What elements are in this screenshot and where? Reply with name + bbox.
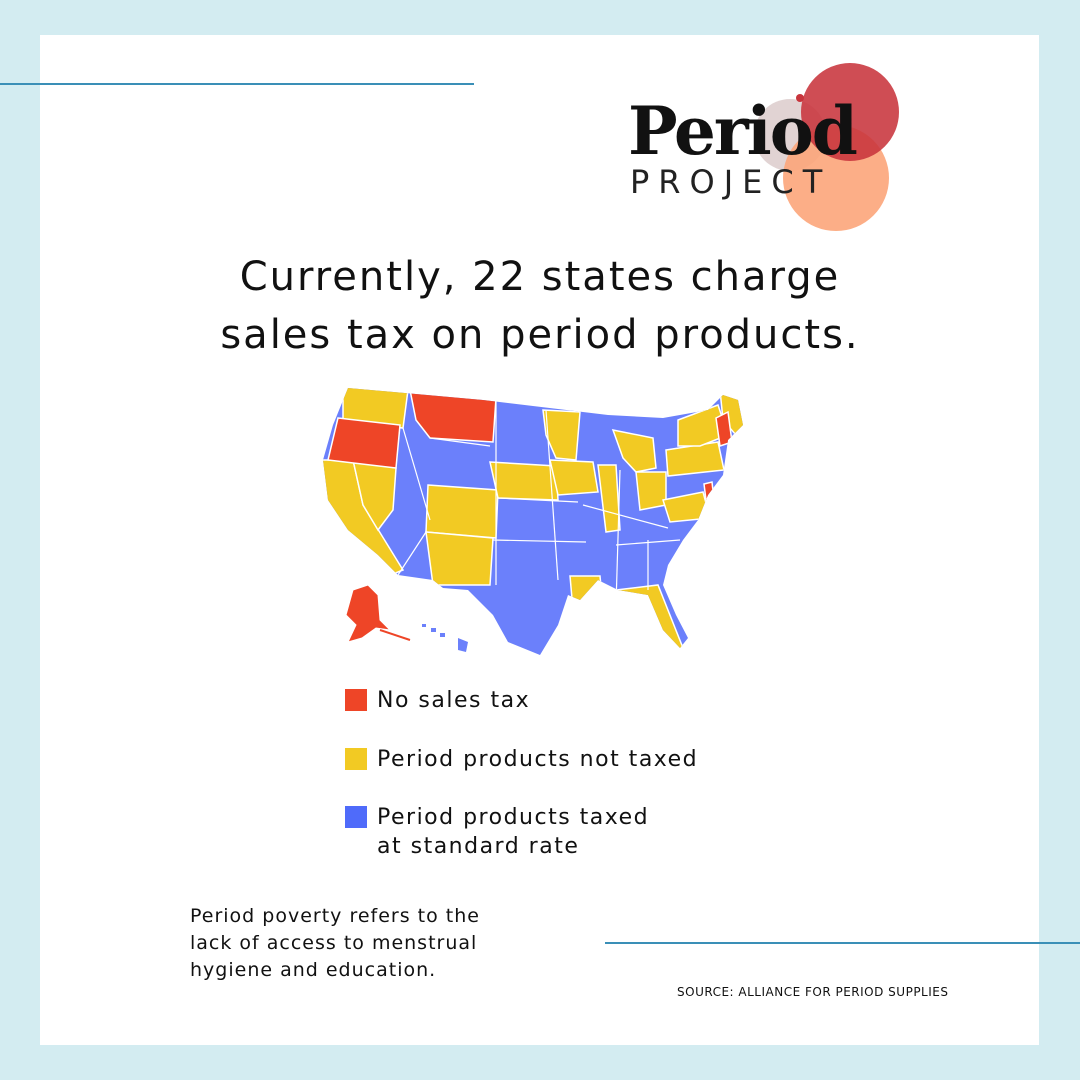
us-map-svg bbox=[323, 388, 743, 655]
state-illinois bbox=[597, 464, 621, 533]
legend-label-no-tax: No sales tax bbox=[377, 686, 530, 715]
legend-swatch-taxed bbox=[345, 806, 367, 828]
logo-circles-icon bbox=[754, 63, 899, 231]
state-nebraska bbox=[489, 461, 559, 501]
legend-swatch-no-tax bbox=[345, 689, 367, 711]
headline: Currently, 22 states charge sales tax on… bbox=[150, 248, 930, 364]
state-iowa bbox=[549, 459, 599, 496]
state-colorado bbox=[425, 484, 499, 539]
state-new-york-north bbox=[677, 404, 729, 447]
legend-text-taxed-line-2: at standard rate bbox=[377, 834, 580, 859]
logo-subtitle: PROJECT bbox=[630, 163, 832, 201]
footnote-line-3: hygiene and education. bbox=[190, 959, 437, 981]
period-poverty-note: Period poverty refers to the lack of acc… bbox=[190, 903, 520, 984]
not-taxed-states bbox=[323, 388, 743, 655]
state-oregon bbox=[327, 417, 401, 469]
legend-label-not-taxed: Period products not taxed bbox=[377, 745, 698, 774]
legend-text-not-taxed: Period products not taxed bbox=[377, 747, 699, 772]
logo-wordmark: Period bbox=[628, 92, 858, 170]
state-new-mexico bbox=[425, 531, 494, 586]
headline-line-2: sales tax on period products. bbox=[220, 312, 860, 358]
legend-text-taxed-line-1: Period products taxed bbox=[377, 805, 650, 830]
source-credit: SOURCE: ALLIANCE FOR PERIOD SUPPLIES bbox=[677, 985, 949, 999]
state-hawaii bbox=[422, 624, 468, 652]
period-project-logo: Period PROJECT bbox=[600, 60, 920, 240]
state-delaware bbox=[703, 481, 715, 501]
headline-line-1: Currently, 22 states charge bbox=[239, 254, 841, 300]
decorative-line-bottom bbox=[605, 942, 1080, 944]
no-sales-tax-states bbox=[327, 389, 733, 501]
footnote-line-2: lack of access to menstrual bbox=[190, 932, 478, 954]
legend-swatch-not-taxed bbox=[345, 748, 367, 770]
legend-label-taxed: Period products taxed at standard rate bbox=[377, 803, 649, 861]
legend-text-no-tax: No sales tax bbox=[377, 688, 531, 713]
us-tax-map bbox=[318, 380, 758, 660]
state-minnesota bbox=[542, 409, 581, 461]
state-michigan bbox=[611, 429, 657, 473]
alaska-islands bbox=[379, 629, 411, 641]
footnote-line-1: Period poverty refers to the bbox=[190, 905, 480, 927]
state-louisiana bbox=[569, 575, 604, 611]
decorative-line-top bbox=[0, 83, 474, 85]
state-borders bbox=[397, 398, 681, 606]
state-ohio bbox=[635, 471, 667, 511]
state-alaska bbox=[345, 584, 392, 643]
